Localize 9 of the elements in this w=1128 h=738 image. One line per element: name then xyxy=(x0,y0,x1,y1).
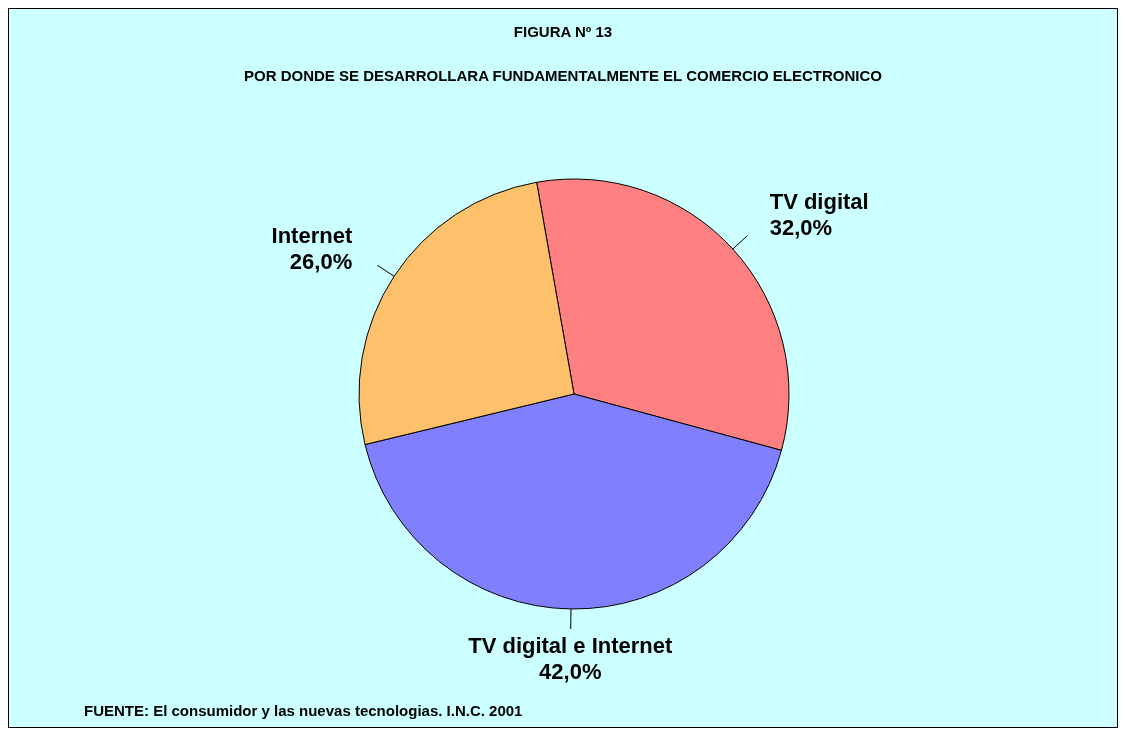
slice-label: Internet xyxy=(271,222,353,248)
data-label: 26,0% xyxy=(289,248,353,274)
data-label: 32,0% xyxy=(769,215,833,241)
data-label: 42,0% xyxy=(539,658,602,684)
chart-subtitle: POR DONDE SE DESARROLLARA FUNDAMENTALMENTE EL COMERCIO ELECTRONICO xyxy=(242,67,884,84)
chart-title: FIGURA Nº 13 xyxy=(512,23,614,40)
slice-label: TV digital xyxy=(769,189,869,215)
source-note: FUENTE: El consumidor y las nuevas tecnologias. I.N.C. 2001 xyxy=(84,702,523,719)
slice-label: TV digital e Internet xyxy=(468,632,674,658)
